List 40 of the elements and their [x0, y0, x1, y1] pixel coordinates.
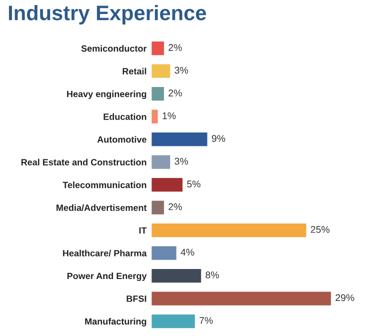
data-label: 25% — [310, 226, 330, 233]
data-label: 8% — [206, 272, 219, 278]
data-label: 29% — [336, 294, 354, 302]
y-tick-label: IT — [139, 227, 147, 234]
bar — [152, 64, 170, 78]
bar — [152, 155, 170, 169]
data-label: 4% — [180, 248, 194, 256]
y-tick-label: BFSI — [126, 295, 146, 302]
bar — [152, 178, 183, 192]
data-label: 2% — [168, 44, 182, 51]
bar — [152, 110, 158, 124]
y-tick-label: Real Estate and Construction — [21, 158, 146, 166]
y-tick-label: Education — [104, 113, 146, 120]
bar — [152, 246, 176, 260]
chart-title: Industry Experience — [8, 5, 206, 24]
data-label: 7% — [200, 317, 213, 324]
bar — [152, 292, 331, 306]
y-tick-label: Media/Advertisement — [56, 204, 147, 211]
y-tick-label: Semiconductor — [81, 45, 147, 52]
bar — [152, 87, 164, 101]
bar — [152, 223, 306, 238]
data-label: 5% — [187, 180, 200, 188]
data-label: 3% — [174, 158, 188, 165]
bar — [152, 314, 195, 328]
y-tick-label: Heavy engineering — [67, 90, 146, 100]
data-label: 9% — [212, 135, 226, 142]
y-tick-label: Telecommunication — [62, 182, 146, 188]
bar — [152, 132, 208, 146]
y-tick-label: Healthcare/ Pharma — [63, 250, 147, 256]
y-tick-label: Automotive — [97, 136, 146, 143]
bar — [152, 268, 202, 283]
data-label: 2% — [168, 203, 182, 210]
y-tick-label: Retail — [122, 68, 146, 74]
y-tick-label: Power And Energy — [67, 272, 147, 281]
data-label: 3% — [174, 66, 188, 74]
y-tick-label: Manufacturing — [85, 318, 146, 326]
data-label: 2% — [168, 90, 182, 96]
bar — [152, 200, 164, 214]
data-label: 1% — [162, 112, 176, 120]
bar — [152, 42, 164, 56]
